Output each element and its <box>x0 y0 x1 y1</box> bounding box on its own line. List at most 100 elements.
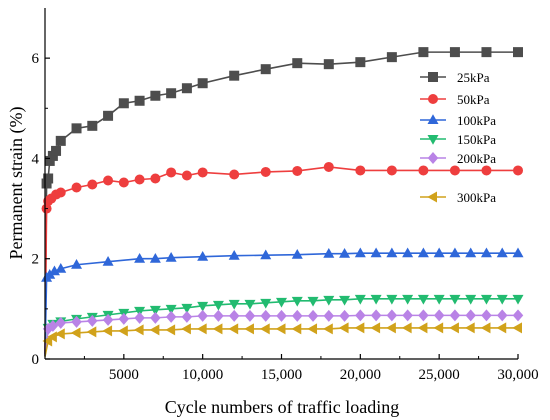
data-point <box>512 322 522 334</box>
data-point <box>134 311 145 324</box>
data-point <box>370 309 382 322</box>
x-tick-label: 10,000 <box>182 367 223 383</box>
data-point <box>417 294 429 305</box>
legend-marker <box>427 191 437 203</box>
data-point <box>103 110 114 121</box>
data-point <box>418 165 429 176</box>
x-axis-label: Cycle numbers of traffic loading <box>165 397 400 417</box>
legend-label: 200kPa <box>457 151 496 166</box>
data-point <box>292 58 303 69</box>
data-point <box>181 83 192 94</box>
data-point <box>402 294 414 305</box>
data-point <box>181 310 193 323</box>
data-point <box>481 309 492 322</box>
data-point <box>355 165 366 176</box>
data-point <box>480 322 491 334</box>
data-point <box>496 309 508 322</box>
data-point <box>229 169 240 180</box>
data-point <box>291 323 302 335</box>
y-tick-label: 2 <box>32 252 40 268</box>
data-point <box>71 182 82 193</box>
legend-entry-150kPa: 150kPa <box>420 132 496 147</box>
data-point <box>181 170 192 181</box>
data-point <box>354 247 366 258</box>
data-point <box>339 295 351 306</box>
legend-label: 150kPa <box>457 132 496 147</box>
data-point <box>55 328 65 340</box>
x-tick-label: 30,000 <box>497 367 538 383</box>
data-point <box>339 247 351 258</box>
data-point <box>149 324 160 336</box>
data-point <box>55 262 67 273</box>
x-tick-label: 25,000 <box>419 367 460 383</box>
y-tick-label: 6 <box>32 51 40 67</box>
data-point <box>402 309 413 322</box>
x-tick-label: 20,000 <box>340 367 381 383</box>
data-point <box>433 309 445 322</box>
data-point <box>496 322 507 334</box>
data-point <box>355 57 366 68</box>
data-point <box>102 313 114 326</box>
data-point <box>513 165 523 176</box>
data-point <box>86 326 97 338</box>
data-point <box>465 294 477 305</box>
data-point <box>244 323 254 335</box>
data-point <box>465 247 477 258</box>
data-point <box>401 322 412 334</box>
data-point <box>496 247 508 258</box>
data-point <box>212 323 223 335</box>
data-point <box>339 309 350 322</box>
plot-area <box>41 47 524 357</box>
legend: 25kPa 50kPa 100kPa 150kPa 200kPa 300kPa <box>420 70 496 205</box>
legend-marker <box>428 72 438 82</box>
data-point <box>228 299 240 310</box>
data-point <box>197 301 209 312</box>
data-point <box>323 323 333 335</box>
data-point <box>355 309 366 322</box>
data-point <box>496 294 508 305</box>
data-point <box>149 252 161 263</box>
series-50kPa <box>41 161 523 357</box>
data-point <box>43 173 54 184</box>
data-point <box>386 322 396 334</box>
x-tick-label: 5000 <box>109 367 139 383</box>
data-point <box>449 165 460 176</box>
series-line-300kPa <box>44 327 518 357</box>
data-point <box>165 251 177 262</box>
data-point <box>513 47 523 58</box>
data-point <box>292 165 303 176</box>
data-point <box>102 325 113 337</box>
data-point <box>323 59 334 70</box>
series-25kPa <box>41 47 523 354</box>
data-point <box>291 248 303 259</box>
series-line-25kPa <box>44 51 518 354</box>
data-point <box>465 309 476 322</box>
data-point <box>417 247 429 258</box>
data-point <box>48 265 60 276</box>
data-point <box>197 78 208 89</box>
data-point <box>307 296 319 307</box>
data-point <box>260 298 272 309</box>
data-point <box>244 309 256 322</box>
y-tick-label: 0 <box>32 352 40 368</box>
data-point <box>275 323 286 335</box>
data-point <box>307 309 319 322</box>
data-point <box>103 175 114 186</box>
data-point <box>165 310 177 323</box>
data-point <box>260 249 272 260</box>
data-point <box>481 165 492 176</box>
legend-entry-100kPa: 100kPa <box>420 113 496 128</box>
data-point <box>149 305 161 316</box>
legend-marker <box>427 152 439 164</box>
data-point <box>197 309 208 322</box>
data-point <box>418 47 429 58</box>
data-point <box>433 247 445 258</box>
data-point <box>70 327 81 339</box>
legend-label: 50kPa <box>457 92 490 107</box>
data-point <box>102 255 114 266</box>
data-point <box>323 161 334 172</box>
data-point <box>150 173 161 184</box>
data-point <box>87 120 98 131</box>
data-point <box>370 322 381 334</box>
legend-label: 25kPa <box>457 70 490 85</box>
